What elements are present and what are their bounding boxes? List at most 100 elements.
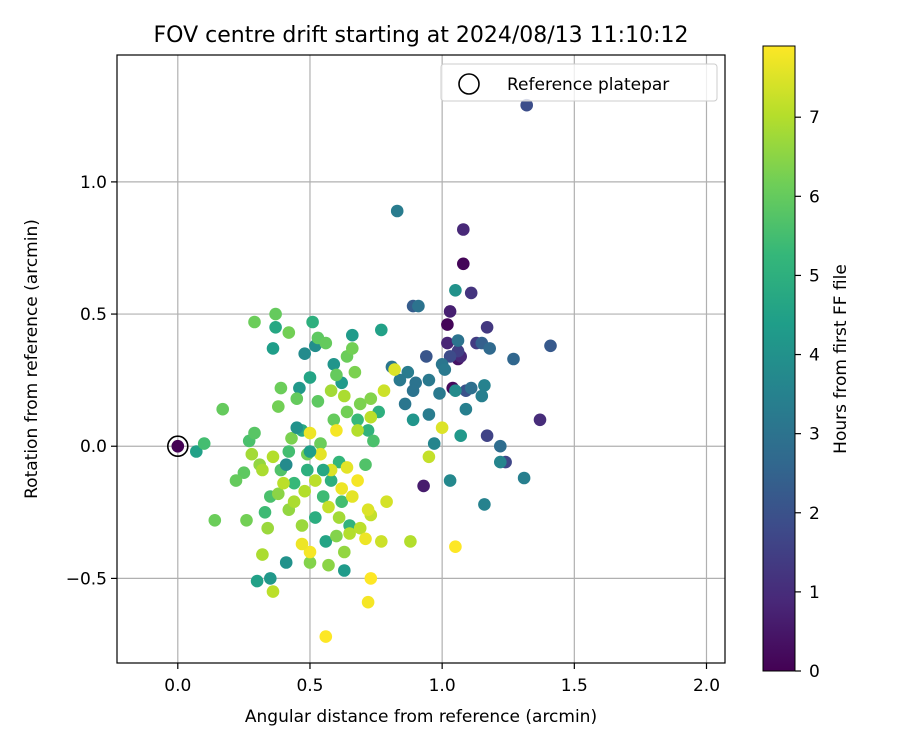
data-point xyxy=(256,463,269,477)
data-point xyxy=(441,336,454,350)
data-point xyxy=(351,413,364,427)
x-tick-label: 1.5 xyxy=(561,676,588,696)
data-point xyxy=(338,564,351,577)
data-point xyxy=(330,424,343,437)
data-point xyxy=(269,307,282,321)
x-axis-label: Angular distance from reference (arcmin) xyxy=(245,707,597,727)
data-point xyxy=(507,352,520,366)
data-point xyxy=(287,476,301,490)
data-point xyxy=(335,495,349,509)
data-point xyxy=(343,527,356,540)
data-point xyxy=(277,476,290,490)
data-point xyxy=(319,535,333,548)
data-point xyxy=(435,421,449,435)
colorbar-label: Hours from first FF file xyxy=(831,264,851,454)
colorbar-gradient xyxy=(762,45,796,672)
data-point xyxy=(361,503,375,516)
data-point xyxy=(314,437,327,450)
data-point xyxy=(338,545,351,559)
data-point xyxy=(480,321,494,334)
data-point xyxy=(332,511,346,524)
y-tick-label: 0.0 xyxy=(80,437,107,457)
data-point xyxy=(346,328,359,342)
data-point xyxy=(443,350,457,363)
data-point xyxy=(451,334,465,347)
data-point xyxy=(324,474,338,487)
y-tick-label: 0.5 xyxy=(80,305,107,325)
data-point xyxy=(398,397,412,411)
data-point xyxy=(380,495,393,509)
y-axis-label: Rotation from reference (arcmin) xyxy=(22,219,42,499)
legend-label: Reference platepar xyxy=(507,75,669,95)
data-point xyxy=(245,447,259,461)
y-tick-label: −0.5 xyxy=(66,569,107,589)
data-point xyxy=(298,484,312,498)
data-point xyxy=(279,458,293,472)
data-point xyxy=(393,373,407,387)
data-point xyxy=(346,342,359,355)
data-point xyxy=(464,381,478,395)
x-tick-label: 1.0 xyxy=(429,676,456,696)
data-point xyxy=(295,519,309,532)
data-point xyxy=(464,286,478,300)
data-point xyxy=(494,439,507,453)
data-point xyxy=(303,545,317,559)
data-point xyxy=(197,437,211,450)
data-point xyxy=(478,498,491,511)
data-point xyxy=(216,402,229,416)
data-point xyxy=(274,381,288,395)
data-point xyxy=(340,405,354,419)
data-point xyxy=(208,514,222,527)
data-point xyxy=(322,500,335,514)
colorbar-tick-label: 7 xyxy=(809,108,820,128)
data-point xyxy=(287,495,301,509)
data-point xyxy=(353,397,367,411)
legend: Reference platepar xyxy=(440,63,718,102)
data-point xyxy=(338,389,351,403)
data-point xyxy=(483,342,497,355)
data-point xyxy=(401,365,415,379)
data-point xyxy=(361,424,375,437)
data-point xyxy=(388,363,401,376)
data-point xyxy=(412,299,425,313)
data-point xyxy=(533,413,547,427)
data-point xyxy=(441,318,454,331)
data-point xyxy=(406,413,420,427)
data-point xyxy=(454,429,468,443)
data-point xyxy=(319,336,333,350)
colorbar-tick-label: 3 xyxy=(809,425,820,445)
data-point xyxy=(282,326,296,339)
data-point xyxy=(298,347,312,361)
data-point xyxy=(449,284,462,297)
colorbar-tick-label: 1 xyxy=(809,583,820,603)
reference-ring xyxy=(167,435,189,458)
data-point xyxy=(361,595,375,609)
data-point xyxy=(375,323,388,337)
plot-frame xyxy=(116,54,726,664)
data-point xyxy=(229,474,243,487)
data-point xyxy=(290,392,304,406)
colorbar-ticks: 0 1 2 3 4 5 6 7 xyxy=(795,108,820,682)
data-point xyxy=(375,535,388,548)
data-point xyxy=(309,474,322,487)
data-point xyxy=(324,384,338,398)
data-point xyxy=(449,384,462,398)
data-point xyxy=(364,410,378,424)
data-point xyxy=(301,463,314,477)
data-point xyxy=(272,487,285,501)
data-point xyxy=(351,474,364,487)
data-point xyxy=(433,387,446,400)
data-point xyxy=(319,630,333,643)
data-point xyxy=(306,315,319,329)
data-point xyxy=(427,437,441,450)
data-point xyxy=(377,384,391,398)
data-point xyxy=(544,339,557,353)
data-point xyxy=(330,368,343,382)
data-point xyxy=(293,381,306,395)
data-point xyxy=(279,556,293,569)
data-point xyxy=(364,392,378,406)
data-point xyxy=(340,461,354,474)
legend-marker-reference xyxy=(458,73,480,95)
data-point xyxy=(417,479,430,493)
